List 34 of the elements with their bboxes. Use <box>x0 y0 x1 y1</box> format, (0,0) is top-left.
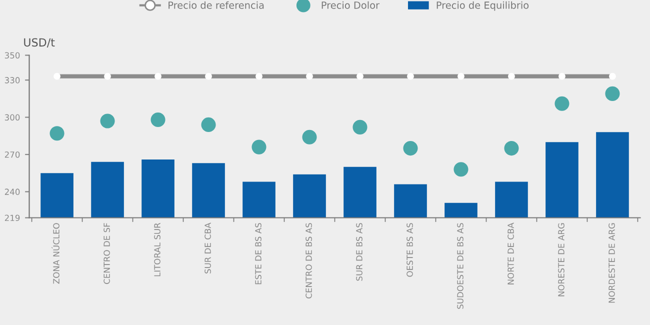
y-tick-label: 350 <box>4 52 20 59</box>
point <box>50 126 64 141</box>
legend-label: Precio de referencia <box>168 1 264 9</box>
x-tick-label: ESTE DE BS AS <box>255 223 262 284</box>
x-tick-label: OESTE BS AS <box>406 223 413 277</box>
x-tick-label: CENTRO DE BS AS <box>306 223 312 298</box>
legend-label: Precio Dolor <box>322 1 380 9</box>
point <box>403 141 418 156</box>
x-tick-label: SUR DE BS AS <box>356 223 362 281</box>
x-tick-label: NORDESTE DE ARG <box>608 223 615 303</box>
x-tick-label: SUDOESTE DE BS AS <box>457 223 464 309</box>
point <box>100 114 115 128</box>
x-tick-label: ZONA NÚCLEO <box>52 223 60 284</box>
x-tick-label: NORESTE DE ARG <box>558 223 564 296</box>
point <box>302 130 317 144</box>
point <box>352 120 368 134</box>
y-tick-label: 300 <box>4 114 20 121</box>
x-tick-label: LITORAL SUR <box>154 222 160 276</box>
x-tick-label: SUR DE CBA <box>204 222 211 274</box>
point <box>252 140 266 154</box>
y-tick-label: 219 <box>4 214 20 222</box>
point <box>504 141 519 156</box>
y-tick-label: 330 <box>4 77 20 84</box>
x-tick-label: CENTRO DE SF <box>104 223 110 284</box>
point <box>605 86 620 101</box>
point <box>454 162 468 177</box>
point <box>554 96 570 111</box>
y-tick-label: 240 <box>4 188 20 195</box>
y-tick-label: 270 <box>4 151 20 158</box>
legend-label: Precio de Equilibrio <box>436 1 529 11</box>
y-axis-title: USD/t <box>24 38 55 48</box>
x-tick-label: NORTE DE CBA <box>508 222 514 284</box>
point <box>201 117 216 132</box>
point <box>150 112 166 128</box>
